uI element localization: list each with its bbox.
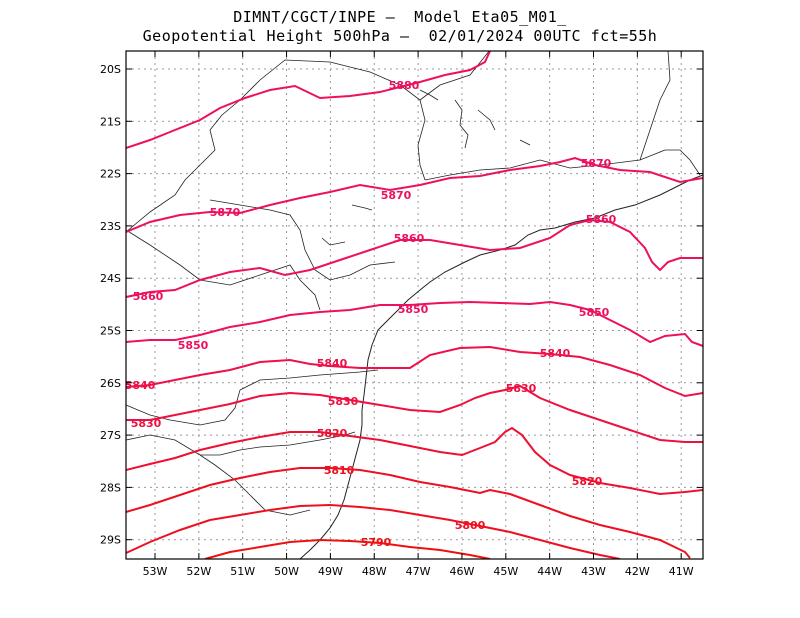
tick-label-lat: 26S <box>100 377 121 390</box>
label-5860-c: 5860 <box>586 213 617 226</box>
tick-label-lon: 52W <box>186 565 211 578</box>
contour-5810 <box>126 467 691 559</box>
label-5820-a: 5820 <box>317 427 348 440</box>
label-5870-b: 5870 <box>210 206 241 219</box>
reservoir-4 <box>321 237 346 246</box>
reservoir-3 <box>351 204 373 211</box>
label-5800: 5800 <box>455 519 486 532</box>
state-border-ms-sp <box>126 59 426 233</box>
tick-label-lon: 46W <box>450 565 475 578</box>
contour-5790 <box>204 538 491 559</box>
tick-label-lat: 23S <box>100 220 121 233</box>
label-5860-a: 5860 <box>394 232 425 245</box>
state-border-sp-mg <box>419 51 490 101</box>
contour-5800 <box>126 503 621 559</box>
country-border-argentina <box>126 389 241 426</box>
tick-label-lat: 29S <box>100 534 121 547</box>
tick-label-lat: 24S <box>100 272 121 285</box>
label-5820-b: 5820 <box>572 475 603 488</box>
label-5850-b: 5850 <box>178 339 209 352</box>
label-5850-c: 5850 <box>579 306 610 319</box>
reservoirs <box>321 89 531 246</box>
tick-label-lon: 44W <box>537 565 562 578</box>
label-5850-a: 5850 <box>398 303 429 316</box>
tick-label-lon: 41W <box>669 565 694 578</box>
state-border-es-ba <box>665 149 701 176</box>
label-5790: 5790 <box>361 536 392 549</box>
label-5840-b: 5840 <box>125 379 156 392</box>
label-5870-c: 5870 <box>581 157 612 170</box>
state-border-pr-sc <box>239 369 379 391</box>
lat-lon-grid <box>126 51 703 559</box>
state-border-mg-rj <box>424 149 666 181</box>
reservoir-1 <box>454 99 469 149</box>
reservoir-5 <box>419 89 439 101</box>
contour-5870 <box>126 156 703 233</box>
state-border-mg-es <box>639 51 671 161</box>
political-borders <box>126 51 701 516</box>
label-5860-b: 5860 <box>133 290 164 303</box>
reservoir-2 <box>477 109 496 131</box>
tick-label-lon: 47W <box>406 565 431 578</box>
label-5830-b: 5830 <box>131 417 162 430</box>
state-border-rs-interior <box>126 434 201 456</box>
reservoir-6 <box>519 139 531 146</box>
state-border-sc-rs <box>200 431 356 456</box>
label-5830-a: 5830 <box>328 395 359 408</box>
contour-5880 <box>126 51 491 149</box>
map-title-line-1: DIMNT/CGCT/INPE – Model Eta05_M01_ <box>233 8 567 26</box>
country-border-paraguay <box>126 229 321 311</box>
tick-label-lat: 27S <box>100 429 121 442</box>
contour-5830 <box>126 384 703 443</box>
contour-5840 <box>126 345 703 398</box>
map-frame <box>125 50 704 560</box>
contour-5860 <box>126 218 703 298</box>
tick-label-lon: 53W <box>143 565 168 578</box>
label-5880: 5880 <box>389 79 420 92</box>
label-5840-a: 5840 <box>317 357 348 370</box>
contour-5820 <box>126 426 703 496</box>
label-5840-c: 5840 <box>540 347 571 360</box>
tick-label-lon: 42W <box>625 565 650 578</box>
tick-label-lon: 49W <box>318 565 343 578</box>
tick-label-lat: 20S <box>100 63 121 76</box>
contour-labels: 5880 5870 5870 5870 5860 5860 5860 5850 … <box>125 79 617 549</box>
height-contours <box>126 51 703 559</box>
tick-label-lat: 28S <box>100 481 121 494</box>
label-5810: 5810 <box>324 464 355 477</box>
map-title-line-2: Geopotential Height 500hPa – 02/01/2024 … <box>142 27 658 45</box>
longitude-ticks: 53W 52W 51W 50W 49W 48W 47W 46W 45W 44W 43W 42W 41W <box>143 51 694 578</box>
latitude-ticks: 20S 21S 22S 23S 24S 25S 26S 27S 28S 29S <box>100 63 703 547</box>
label-5870-a: 5870 <box>381 189 412 202</box>
label-5830-c: 5830 <box>506 382 537 395</box>
country-border-uruguay <box>199 454 311 516</box>
tick-label-lon: 45W <box>493 565 518 578</box>
tick-label-lon: 51W <box>230 565 255 578</box>
contour-5850 <box>126 300 703 347</box>
tick-label-lat: 22S <box>100 168 121 181</box>
tick-label-lat: 25S <box>100 325 121 338</box>
tick-label-lon: 50W <box>274 565 299 578</box>
tick-label-lon: 43W <box>581 565 606 578</box>
tick-label-lon: 48W <box>362 565 387 578</box>
tick-label-lat: 21S <box>100 115 121 128</box>
